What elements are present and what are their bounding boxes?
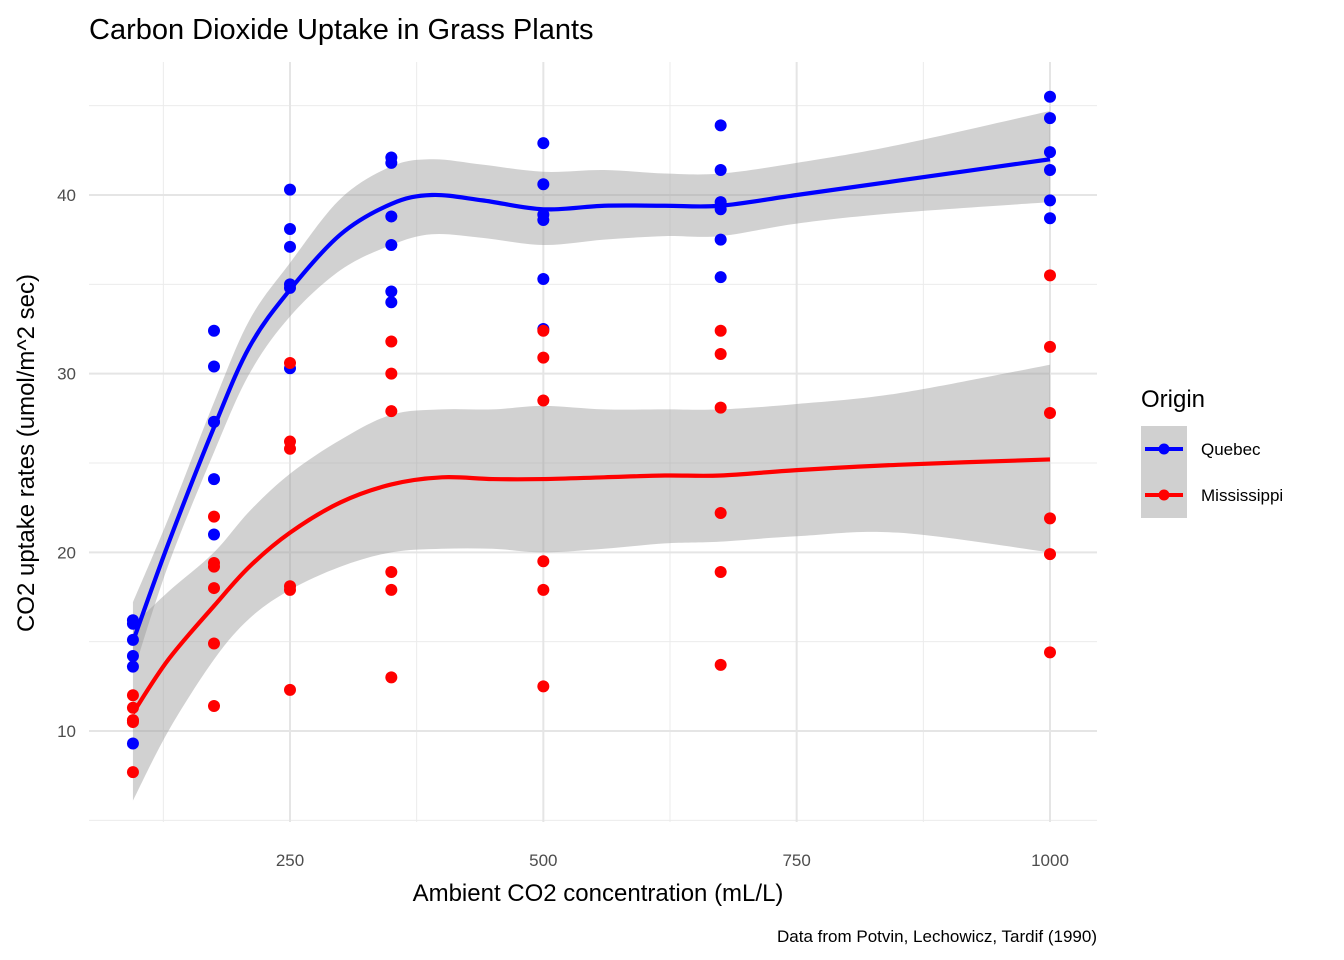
- data-point-quebec: [537, 137, 550, 150]
- data-point-mississippi: [714, 401, 727, 414]
- data-point-quebec: [1044, 163, 1056, 176]
- data-point-quebec: [284, 240, 296, 253]
- data-point-quebec: [284, 222, 296, 235]
- data-point-mississippi: [208, 699, 220, 712]
- data-point-mississippi: [126, 689, 139, 702]
- data-point-quebec: [208, 473, 220, 486]
- data-point-mississippi: [385, 335, 398, 348]
- data-point-quebec: [714, 119, 727, 132]
- data-point-mississippi: [714, 324, 727, 337]
- x-tick-label: 250: [276, 851, 304, 870]
- data-point-mississippi: [1044, 548, 1056, 561]
- data-point-mississippi: [126, 714, 139, 727]
- confidence-bands: [132, 111, 1050, 801]
- data-point-quebec: [1044, 212, 1056, 225]
- data-point-quebec: [126, 614, 139, 627]
- data-point-mississippi: [537, 583, 550, 596]
- data-point-quebec: [1044, 194, 1056, 207]
- data-point-mississippi: [1044, 340, 1056, 353]
- confidence-band-mississippi: [132, 364, 1050, 801]
- data-point-quebec: [208, 360, 220, 373]
- data-point-quebec: [714, 271, 727, 284]
- data-point-mississippi: [284, 356, 296, 369]
- data-point-quebec: [537, 208, 550, 221]
- x-tick-label: 1000: [1031, 851, 1069, 870]
- smooth-lines: [130, 157, 1051, 715]
- data-point-mississippi: [284, 442, 296, 455]
- data-point-mississippi: [537, 680, 550, 693]
- legend-item-quebec: Quebec: [1145, 440, 1261, 459]
- x-axis-ticks: 250 500 750 1000: [276, 851, 1069, 870]
- y-tick-label: 10: [57, 722, 76, 741]
- data-point-quebec: [714, 163, 727, 176]
- legend-label: Quebec: [1201, 440, 1261, 459]
- data-point-mississippi: [1044, 512, 1056, 525]
- legend-key-point: [1158, 489, 1170, 501]
- data-point-quebec: [208, 324, 220, 337]
- legend-key-background: [1141, 426, 1187, 518]
- minor-gridlines: [89, 62, 1097, 822]
- data-point-mississippi: [284, 583, 296, 596]
- data-point-mississippi: [537, 351, 550, 364]
- legend-item-mississippi: Mississippi: [1145, 486, 1283, 505]
- data-point-quebec: [1044, 146, 1056, 159]
- data-point-quebec: [385, 151, 398, 164]
- y-tick-label: 40: [57, 186, 76, 205]
- legend-key-point: [1158, 443, 1170, 455]
- data-point-mississippi: [385, 405, 398, 418]
- data-point-quebec: [208, 528, 220, 541]
- data-point-mississippi: [208, 510, 220, 523]
- data-point-quebec: [714, 233, 727, 246]
- data-point-quebec: [385, 285, 398, 298]
- data-point-mississippi: [714, 658, 727, 671]
- x-axis-title: Ambient CO2 concentration (mL/L): [413, 880, 784, 907]
- data-point-quebec: [385, 296, 398, 309]
- data-points: [126, 90, 1056, 779]
- data-point-mississippi: [385, 367, 398, 380]
- x-tick-label: 500: [529, 851, 557, 870]
- caption: Data from Potvin, Lechowicz, Tardif (199…: [777, 927, 1097, 946]
- chart-title: Carbon Dioxide Uptake in Grass Plants: [89, 14, 594, 46]
- y-tick-label: 30: [57, 365, 76, 384]
- data-point-quebec: [537, 178, 550, 191]
- data-point-quebec: [126, 649, 139, 662]
- smooth-line-quebec: [130, 157, 1051, 643]
- data-point-mississippi: [714, 507, 727, 520]
- data-point-quebec: [126, 660, 139, 673]
- data-point-mississippi: [537, 324, 550, 337]
- data-point-mississippi: [537, 555, 550, 568]
- data-point-quebec: [385, 239, 398, 252]
- data-point-mississippi: [714, 565, 727, 578]
- data-point-quebec: [284, 183, 296, 196]
- data-point-mississippi: [385, 583, 398, 596]
- legend-label: Mississippi: [1201, 486, 1283, 505]
- data-point-mississippi: [208, 557, 220, 570]
- data-point-mississippi: [385, 671, 398, 684]
- legend: Origin Quebec Mississippi: [1141, 386, 1283, 518]
- data-point-quebec: [1044, 112, 1056, 125]
- data-point-quebec: [1044, 90, 1056, 103]
- data-point-mississippi: [537, 394, 550, 407]
- data-point-quebec: [126, 737, 139, 750]
- data-point-mississippi: [1044, 646, 1056, 659]
- data-point-mississippi: [714, 348, 727, 361]
- data-point-mississippi: [208, 582, 220, 595]
- data-point-quebec: [537, 272, 550, 285]
- data-point-mississippi: [284, 683, 296, 696]
- y-axis-title: CO2 uptake rates (umol/m^2 sec): [13, 274, 40, 632]
- confidence-band-quebec: [132, 111, 1050, 674]
- data-point-mississippi: [385, 565, 398, 578]
- y-axis-ticks: 10 20 30 40: [57, 186, 76, 741]
- data-point-mississippi: [1044, 269, 1056, 282]
- data-point-mississippi: [1044, 406, 1056, 419]
- legend-title: Origin: [1141, 386, 1205, 413]
- data-point-quebec: [385, 210, 398, 223]
- y-tick-label: 20: [57, 543, 76, 562]
- smooth-line-mississippi: [131, 457, 1051, 715]
- data-point-mississippi: [208, 637, 220, 650]
- data-point-mississippi: [126, 766, 139, 779]
- x-tick-label: 750: [782, 851, 810, 870]
